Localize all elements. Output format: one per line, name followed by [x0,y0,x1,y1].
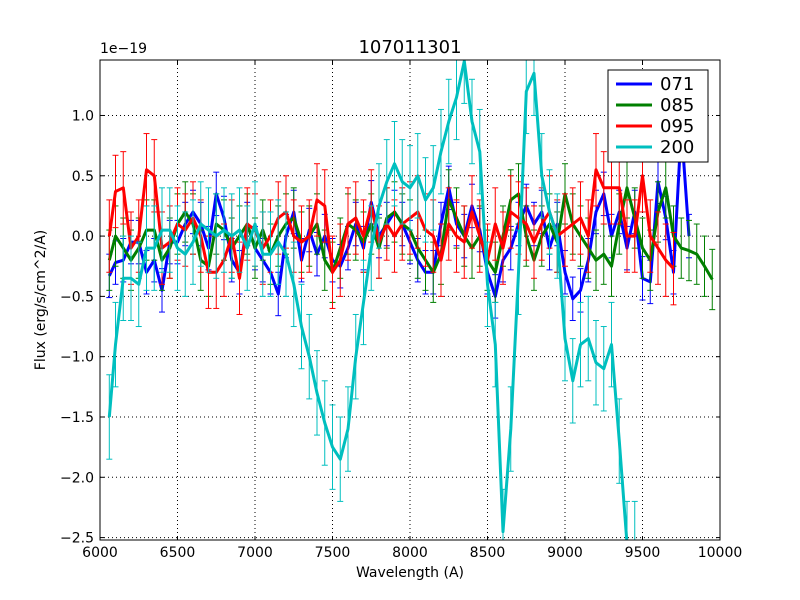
chart-title: 107011301 [358,37,461,58]
x-tick-label: 8500 [470,545,506,561]
x-tick-label: 7000 [237,545,273,561]
legend-label-085: 085 [660,95,694,116]
x-tick-label: 8000 [392,545,428,561]
series-line-095 [107,168,675,280]
y-axis-label: Flux (erg/s/cm^2/A) [33,230,49,370]
legend-label-200: 200 [660,137,694,158]
x-axis-label: Wavelength (A) [356,565,464,581]
legend-label-071: 071 [660,74,694,95]
x-tick-label: 6500 [160,545,196,561]
series-layer [106,60,716,540]
series-line-200 [107,60,629,540]
x-tick-label: 7500 [315,545,351,561]
y-offset-label: 1e−19 [100,41,147,57]
x-tick-label: 10000 [698,545,743,561]
x-tick-label: 9000 [547,545,583,561]
x-tick-label: 9500 [625,545,661,561]
y-tick-label: 0.0 [72,229,94,245]
y-tick-label: −1.0 [60,350,94,366]
x-tick-label: 6000 [82,545,118,561]
y-tick-label: −2.5 [60,531,94,547]
y-tick-label: −1.5 [60,410,94,426]
ticks: 6000 6500 7000 7500 8000 8500 9000 9500 10000 −2.… [60,60,742,561]
y-tick-label: 1.0 [72,108,94,124]
series-200 [106,60,638,540]
y-tick-label: −2.0 [60,470,94,486]
y-tick-label: −0.5 [60,289,94,305]
y-tick-label: 0.5 [72,169,94,185]
legend-label-095: 095 [660,116,694,137]
